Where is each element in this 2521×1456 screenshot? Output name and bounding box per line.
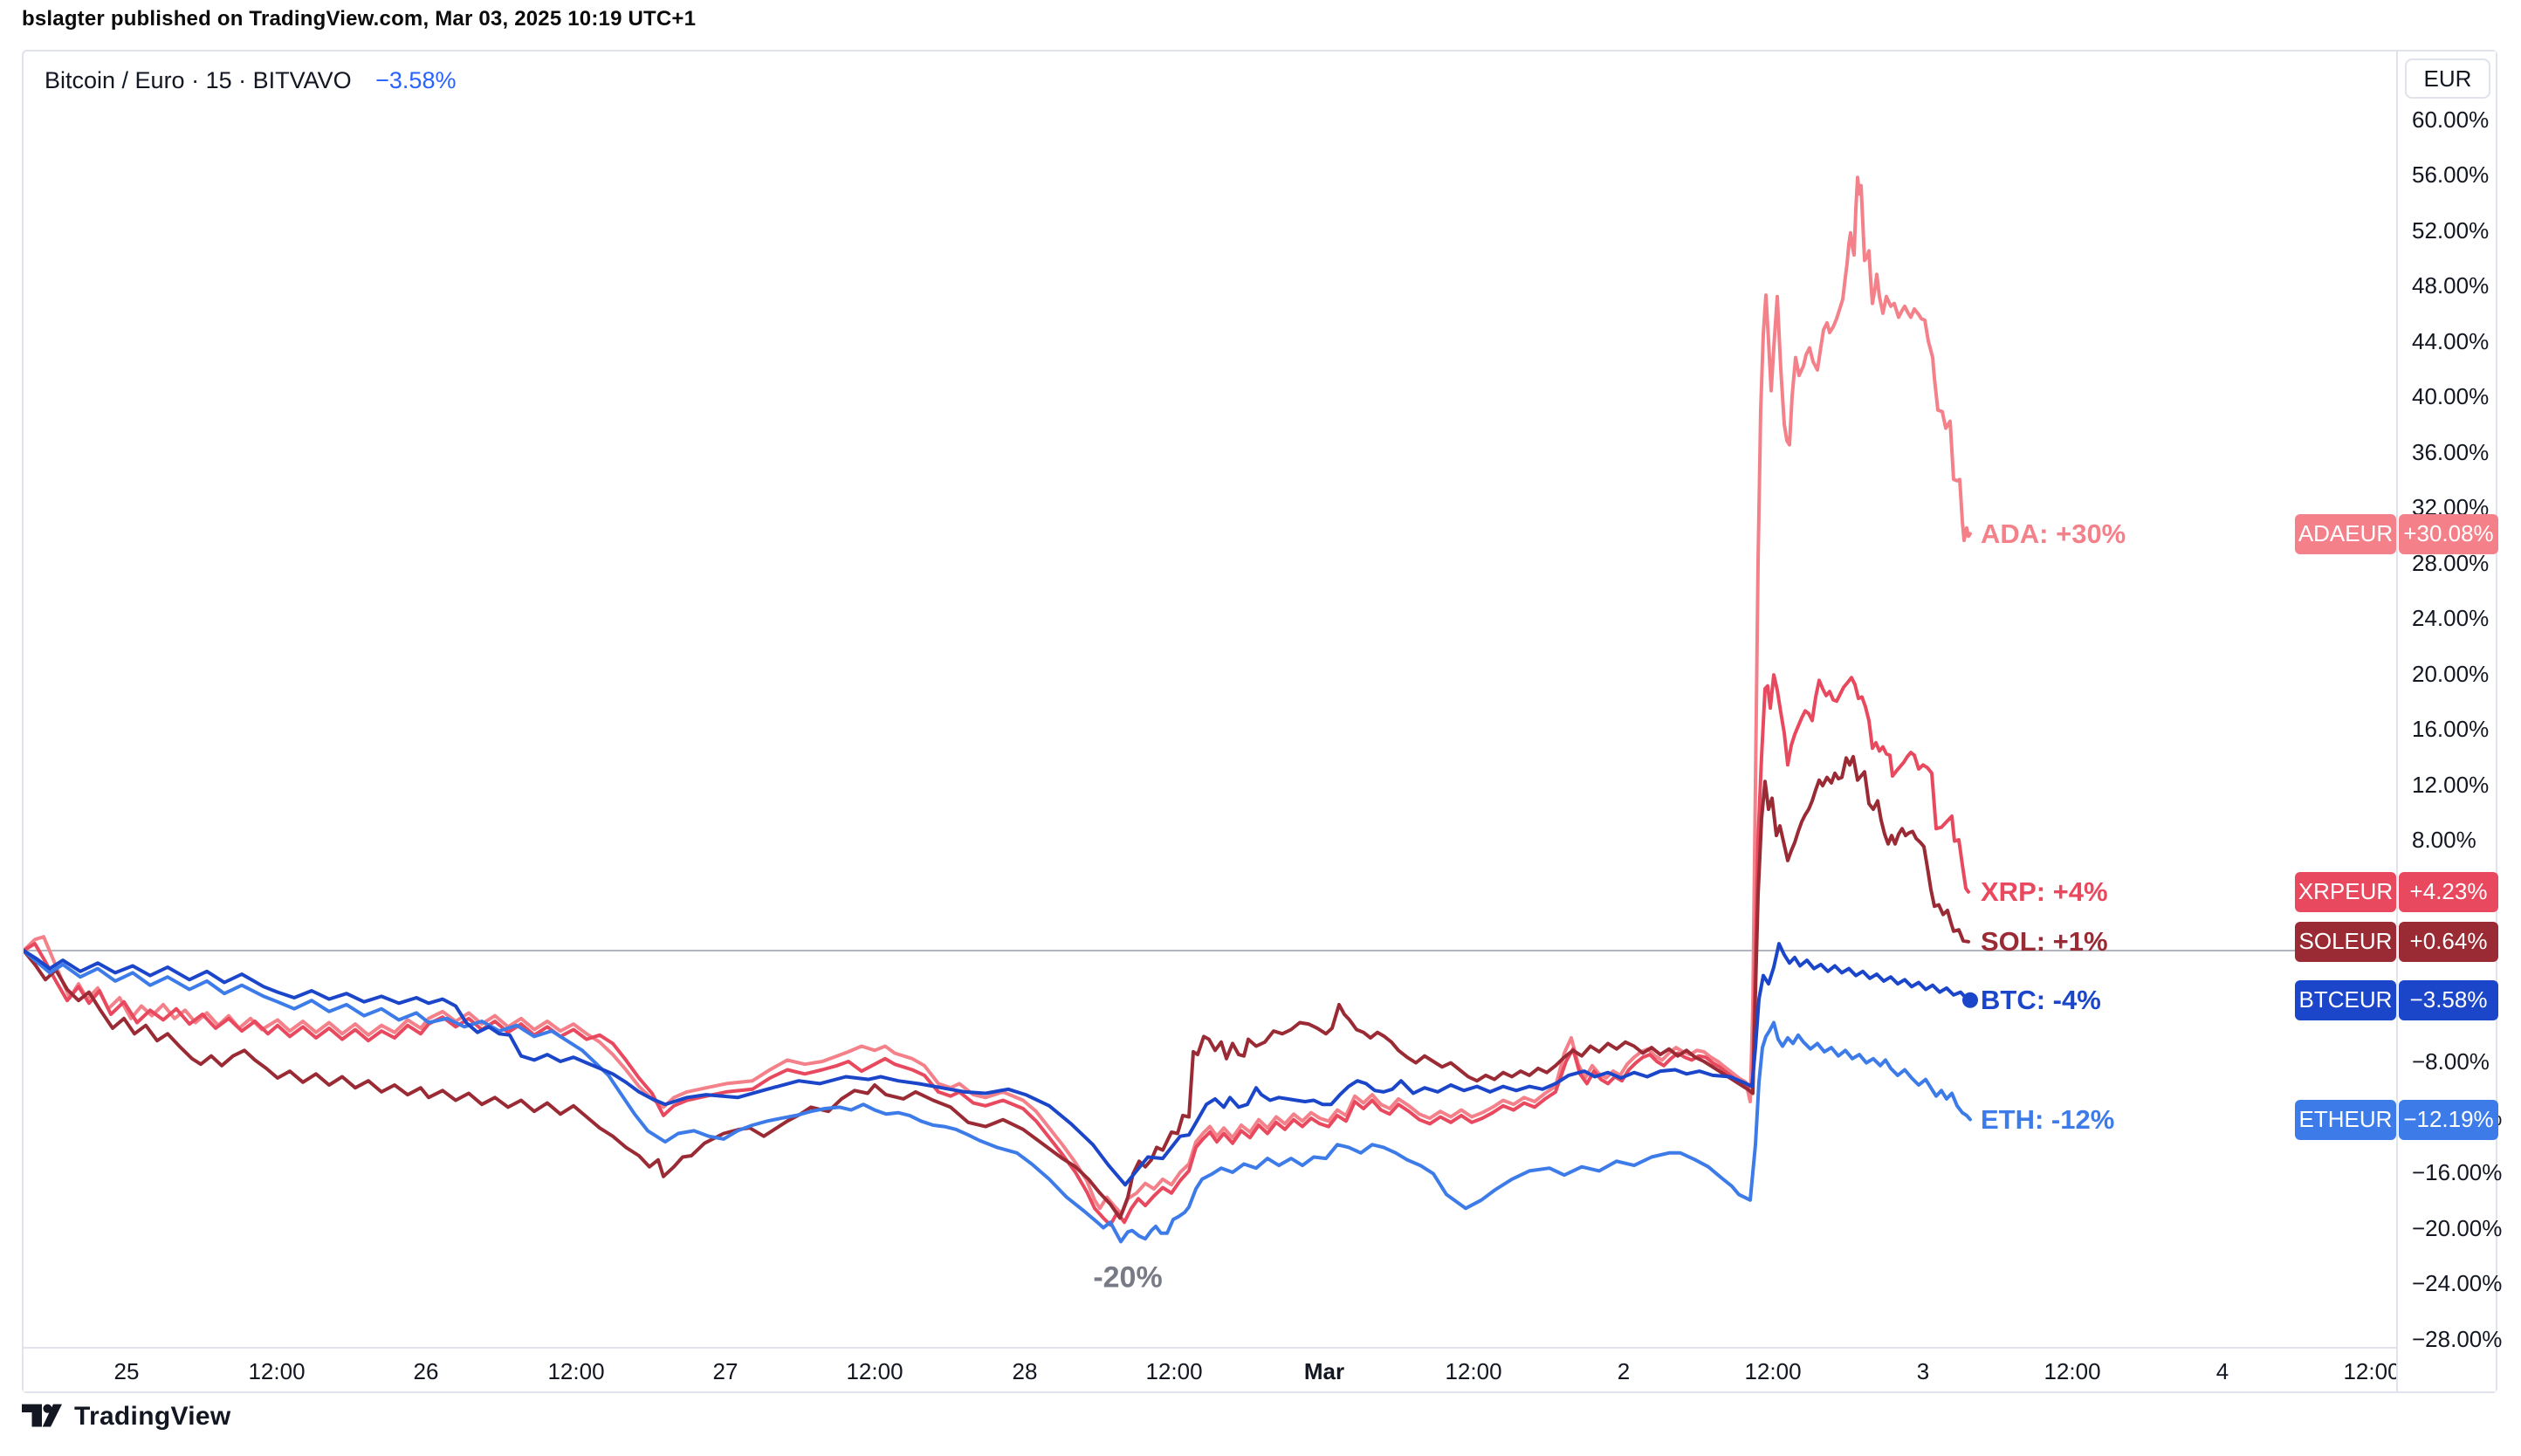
symbol-change: −3.58% (375, 67, 457, 93)
price-tick-label: 16.00% (2412, 716, 2490, 742)
price-tick-label: 40.00% (2412, 383, 2490, 409)
time-tick-label: 27 (712, 1358, 738, 1384)
price-axis[interactable]: EUR 60.00% 56.00% 52.00% 48.00% 44.00% 40.00%… (2396, 52, 2502, 1391)
time-tick-label: 2 (1617, 1358, 1631, 1384)
series-line-sol[interactable] (24, 754, 1970, 1220)
series-label-sol[interactable]: SOL: +1% (1981, 925, 2108, 957)
price-badge-btceur[interactable]: BTCEUR −3.58% (2295, 979, 2498, 1020)
time-tick-label: 12:00 (1145, 1358, 1203, 1384)
time-tick-label: 12:00 (1744, 1358, 1802, 1384)
series-line-btc[interactable] (24, 942, 1972, 1187)
badge-ticker: SOLEUR (2295, 921, 2396, 962)
price-badge-soleur[interactable]: SOLEUR +0.64% (2295, 921, 2498, 962)
price-tick-label: 52.00% (2412, 216, 2490, 244)
chart-container: Bitcoin / Euro · 15 · BITVAVO −3.58% -20… (22, 50, 2502, 1393)
time-tick-label: 12:00 (547, 1358, 605, 1384)
badge-ticker: ETHEUR (2295, 1099, 2396, 1140)
price-tick-label: −16.00% (2412, 1159, 2503, 1185)
price-tick-label: −8.00% (2412, 1048, 2490, 1075)
tradingview-logo-icon (22, 1404, 62, 1427)
time-tick-label: 12:00 (248, 1358, 306, 1384)
price-tick-label: 44.00% (2412, 327, 2490, 354)
currency-label: EUR (2423, 65, 2472, 92)
price-tick-label: 48.00% (2412, 272, 2490, 299)
price-tick-label: 28.00% (2412, 549, 2490, 576)
series-label-ada[interactable]: ADA: +30% (1981, 518, 2126, 549)
time-tick-label: 26 (413, 1358, 439, 1384)
drawing-annotation-minus20[interactable]: -20% (1093, 1260, 1163, 1295)
price-tick-label: 36.00% (2412, 438, 2490, 465)
currency-button[interactable]: EUR (2405, 58, 2490, 99)
price-tick-label: 8.00% (2412, 827, 2476, 853)
time-tick-label: 3 (1916, 1358, 1930, 1384)
price-tick-label: 56.00% (2412, 161, 2490, 188)
series-label-btc[interactable]: BTC: -4% (1981, 984, 2101, 1015)
price-tick-label: −28.00% (2412, 1325, 2503, 1352)
time-tick-label: 12:00 (846, 1358, 903, 1384)
time-tick-label: 12:00 (1445, 1358, 1502, 1384)
series-line-eth[interactable] (24, 949, 1972, 1244)
badge-ticker: ADAEUR (2295, 513, 2396, 554)
series-label-eth[interactable]: ETH: -12% (1981, 1103, 2115, 1135)
brand-text: TradingView (74, 1402, 231, 1431)
footer-brand[interactable]: TradingView (22, 1402, 230, 1432)
time-tick-label: 4 (2215, 1358, 2229, 1384)
time-tick-label: Mar (1303, 1358, 1345, 1384)
time-tick-label: 25 (113, 1358, 140, 1384)
badge-value: −12.19% (2399, 1099, 2498, 1140)
series-end-dot-btc (1962, 992, 1978, 1008)
time-tick-label: 12:00 (2044, 1358, 2101, 1384)
time-tick-label: 28 (1012, 1358, 1038, 1384)
series-label-xrp[interactable]: XRP: +4% (1981, 876, 2108, 907)
badge-value: −3.58% (2399, 979, 2498, 1020)
time-tick-label: 12:00 (2343, 1358, 2401, 1384)
badge-value: +4.23% (2399, 871, 2498, 912)
price-tick-label: −20.00% (2412, 1214, 2503, 1241)
badge-value: +30.08% (2399, 513, 2498, 554)
price-tick-label: −24.00% (2412, 1270, 2503, 1296)
series-line-ada[interactable] (24, 175, 1972, 1216)
attribution-text: bslagter published on TradingView.com, M… (22, 7, 697, 31)
badge-ticker: BTCEUR (2295, 979, 2396, 1020)
price-chart-svg[interactable] (24, 52, 2396, 1347)
price-badge-xrpeur[interactable]: XRPEUR +4.23% (2295, 871, 2498, 912)
price-tick-label: 12.00% (2412, 771, 2490, 798)
badge-value: +0.64% (2399, 921, 2498, 962)
price-tick-label: 60.00% (2412, 106, 2490, 133)
price-tick-label: 20.00% (2412, 660, 2490, 687)
badge-ticker: XRPEUR (2295, 871, 2396, 912)
price-badge-etheur[interactable]: ETHEUR −12.19% (2295, 1099, 2498, 1140)
symbol-legend[interactable]: Bitcoin / Euro · 15 · BITVAVO −3.58% (45, 67, 456, 94)
price-tick-label: 24.00% (2412, 605, 2490, 631)
time-axis[interactable]: 25 12:00 26 12:00 27 12:00 28 12:00 Mar 12:00 2 12:… (24, 1347, 2496, 1391)
price-badge-adaeur[interactable]: ADAEUR +30.08% (2295, 513, 2498, 554)
series-line-xrp[interactable] (24, 673, 1970, 1227)
symbol-title: Bitcoin / Euro · 15 · BITVAVO (45, 67, 352, 93)
